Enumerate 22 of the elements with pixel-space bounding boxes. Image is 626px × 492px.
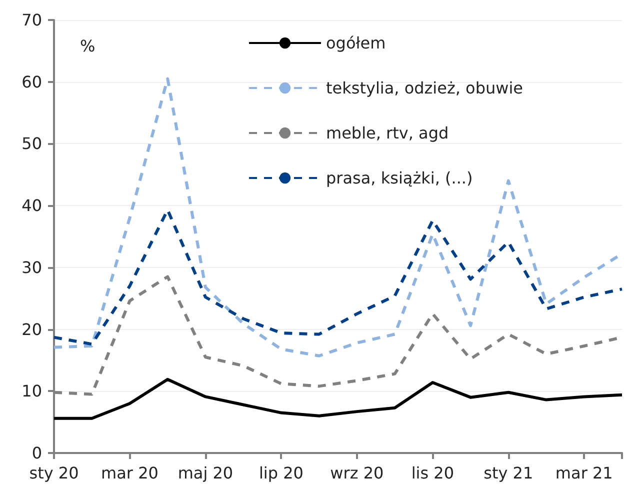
legend-label: tekstylia, odzież, obuwie	[326, 78, 523, 98]
x-tick-label: maj 20	[178, 464, 234, 482]
x-tick-label: sty 21	[484, 464, 534, 482]
x-tick-label: wrz 20	[330, 464, 384, 482]
x-tick-label: lip 20	[258, 464, 304, 482]
y-tick-label: 40	[22, 196, 42, 216]
x-tick-label: mar 20	[101, 464, 158, 482]
y-tick-label: 70	[22, 10, 42, 30]
y-tick-label: 30	[22, 258, 42, 277]
legend-label: ogółem	[326, 34, 386, 52]
x-tick-label: lis 20	[411, 464, 454, 482]
x-tick-label: mar 21	[555, 464, 613, 482]
legend-label: prasa, książki, (...)	[326, 168, 473, 188]
y-tick-label: 50	[22, 134, 42, 154]
y-axis-title: %	[80, 36, 96, 56]
line-series	[52, 378, 624, 420]
y-tick-label: 10	[22, 382, 42, 401]
x-tick-label: sty 20	[29, 464, 79, 482]
y-tick-label: 60	[22, 72, 42, 92]
legend-label: meble, rtv, agd	[326, 124, 449, 142]
y-tick-label: 0	[32, 444, 42, 462]
y-tick-label: 20	[22, 320, 42, 339]
